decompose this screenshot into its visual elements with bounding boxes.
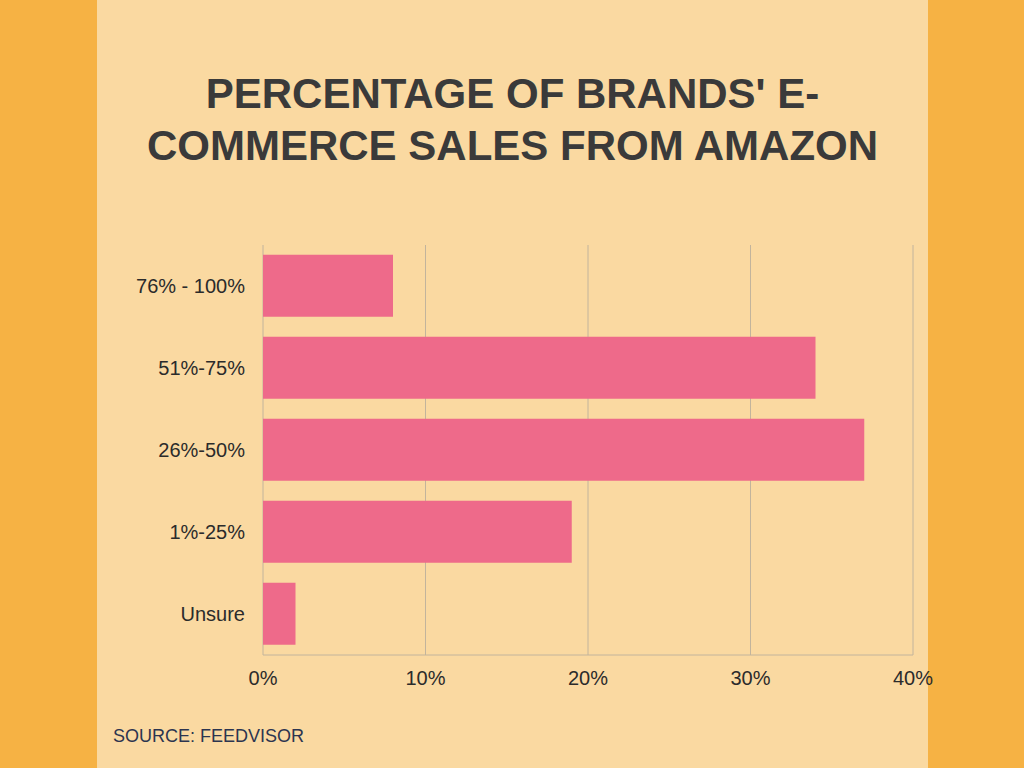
svg-text:1%-25%: 1%-25% [169,521,245,543]
svg-text:26%-50%: 26%-50% [158,439,245,461]
svg-text:51%-75%: 51%-75% [158,357,245,379]
svg-text:76% - 100%: 76% - 100% [136,275,245,297]
svg-text:10%: 10% [405,667,445,689]
html-text:PERCENTAGE OF BRANDS' E- COMME: PERCENTAGE OF BRANDS' E- COMMERCE SALES … [147,70,878,169]
svg-text:0%: 0% [249,667,278,689]
svg-text:30%: 30% [730,667,770,689]
svg-text:40%: 40% [893,667,933,689]
svg-text:20%: 20% [568,667,608,689]
svg-text:Unsure: Unsure [181,603,245,625]
html-text:SOURCE: FEEDVISOR: SOURCE: FEEDVISOR [113,726,304,746]
